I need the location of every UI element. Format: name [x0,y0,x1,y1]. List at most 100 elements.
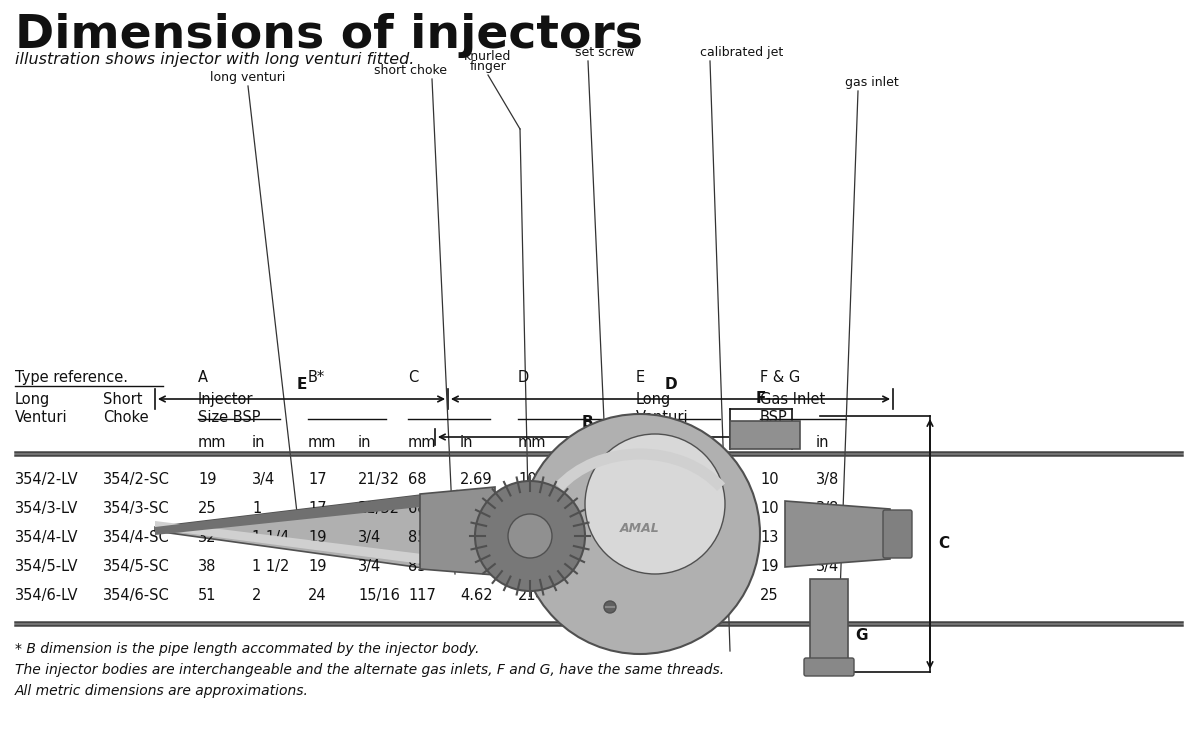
FancyBboxPatch shape [883,510,912,558]
Text: 131: 131 [518,530,546,545]
Text: G: G [854,628,868,643]
Text: Long: Long [636,392,671,407]
Text: in: in [572,435,586,450]
Text: 1 1/4: 1 1/4 [252,530,289,545]
Text: 10: 10 [760,472,779,487]
Text: 5.16: 5.16 [572,530,605,545]
Text: Long: Long [14,392,50,407]
Text: 76: 76 [636,501,655,516]
Text: knurled: knurled [464,50,511,63]
Text: 24: 24 [308,588,326,603]
Polygon shape [155,494,430,535]
Text: in: in [690,435,703,450]
Text: gas inlet: gas inlet [845,76,899,89]
Text: 354/2-SC: 354/2-SC [103,472,170,487]
Text: Choke: Choke [103,410,149,425]
Text: 25: 25 [760,588,779,603]
Circle shape [475,481,586,591]
Text: C: C [938,536,949,551]
Text: 152: 152 [518,559,546,574]
Text: 10: 10 [760,501,779,516]
Text: 65: 65 [636,472,654,487]
Text: 4.62: 4.62 [460,588,493,603]
Text: C: C [408,370,419,385]
Text: set screw: set screw [575,46,635,59]
Text: B*: B* [308,370,325,385]
Text: D: D [664,377,677,392]
Text: calibrated jet: calibrated jet [700,46,784,59]
Text: 106: 106 [518,501,546,516]
Text: 354/5-LV: 354/5-LV [14,559,78,574]
Text: 15/16: 15/16 [358,588,400,603]
Text: 25: 25 [198,501,217,516]
Bar [810,579,848,674]
Text: 354/5-SC: 354/5-SC [103,559,169,574]
Text: 5.97: 5.97 [572,559,605,574]
Circle shape [520,414,760,654]
Text: 2: 2 [252,588,262,603]
Polygon shape [155,521,430,565]
Text: Type reference.: Type reference. [14,370,128,385]
Circle shape [604,601,616,613]
Text: A: A [198,370,208,385]
Text: 117: 117 [408,588,436,603]
FancyBboxPatch shape [804,658,854,676]
Text: 4.19: 4.19 [572,501,605,516]
Text: 1: 1 [816,588,826,603]
Text: 2.55: 2.55 [690,472,722,487]
Text: 4.19: 4.19 [572,472,605,487]
Text: 32: 32 [198,530,216,545]
Text: 171: 171 [636,588,664,603]
Text: Gas Inlet: Gas Inlet [760,392,826,407]
Text: 4.00: 4.00 [690,530,722,545]
Text: in: in [816,435,829,450]
Text: * B dimension is the pipe length accommated by the injector body.: * B dimension is the pipe length accomma… [14,642,479,656]
Text: F: F [756,391,766,406]
Text: 3.34: 3.34 [460,530,492,545]
Text: 19: 19 [198,472,216,487]
Text: 354/6-LV: 354/6-LV [14,588,78,603]
Text: 51: 51 [198,588,216,603]
Polygon shape [785,501,890,567]
Text: mm: mm [408,435,437,450]
Text: 21/32: 21/32 [358,501,400,516]
Text: E: E [296,377,307,392]
Text: 17: 17 [308,501,326,516]
Text: Short: Short [103,392,143,407]
Text: 106: 106 [518,472,546,487]
Text: 354/4-LV: 354/4-LV [14,530,78,545]
Circle shape [508,514,552,558]
Text: 5.00: 5.00 [690,559,722,574]
Text: 214: 214 [518,588,546,603]
Text: 19: 19 [308,559,326,574]
Text: 3/8: 3/8 [816,501,839,516]
Text: Size BSP: Size BSP [198,410,260,425]
Text: Injector: Injector [198,392,253,407]
Text: 3/4: 3/4 [358,530,382,545]
Text: 354/6-SC: 354/6-SC [103,588,169,603]
Text: 3/4: 3/4 [816,559,839,574]
Text: 3.00: 3.00 [690,501,722,516]
Text: 85: 85 [408,530,426,545]
Text: long venturi: long venturi [210,71,286,84]
Text: 1 1/2: 1 1/2 [252,559,289,574]
Text: 17: 17 [308,472,326,487]
Polygon shape [420,487,496,575]
Text: 2.69: 2.69 [460,472,493,487]
Text: 354/3-SC: 354/3-SC [103,501,169,516]
Text: 3/4: 3/4 [252,472,275,487]
Text: finger: finger [469,60,506,73]
Text: F & G: F & G [760,370,800,385]
Text: 21/32: 21/32 [358,472,400,487]
Text: 1: 1 [252,501,262,516]
Text: 68: 68 [408,501,426,516]
Text: E: E [636,370,646,385]
Circle shape [586,434,725,574]
Text: All metric dimensions are approximations.: All metric dimensions are approximations… [14,684,308,698]
Text: mm: mm [518,435,546,450]
Bar [730,421,800,449]
Text: mm: mm [760,435,788,450]
Text: 8.40: 8.40 [572,588,605,603]
Text: 6.75: 6.75 [690,588,722,603]
Text: 354/2-LV: 354/2-LV [14,472,79,487]
